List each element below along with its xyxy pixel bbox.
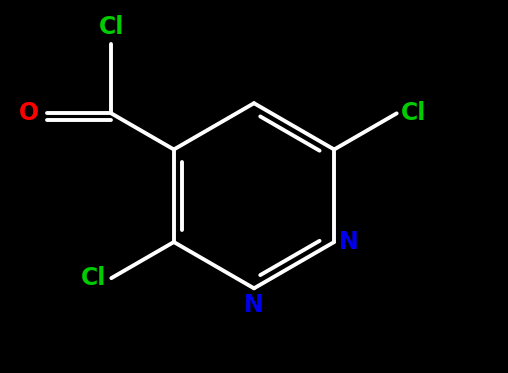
- Text: N: N: [339, 230, 359, 254]
- Text: Cl: Cl: [401, 101, 427, 125]
- Text: N: N: [244, 293, 264, 317]
- Text: Cl: Cl: [81, 266, 107, 290]
- Text: O: O: [19, 101, 39, 125]
- Text: Cl: Cl: [99, 15, 124, 39]
